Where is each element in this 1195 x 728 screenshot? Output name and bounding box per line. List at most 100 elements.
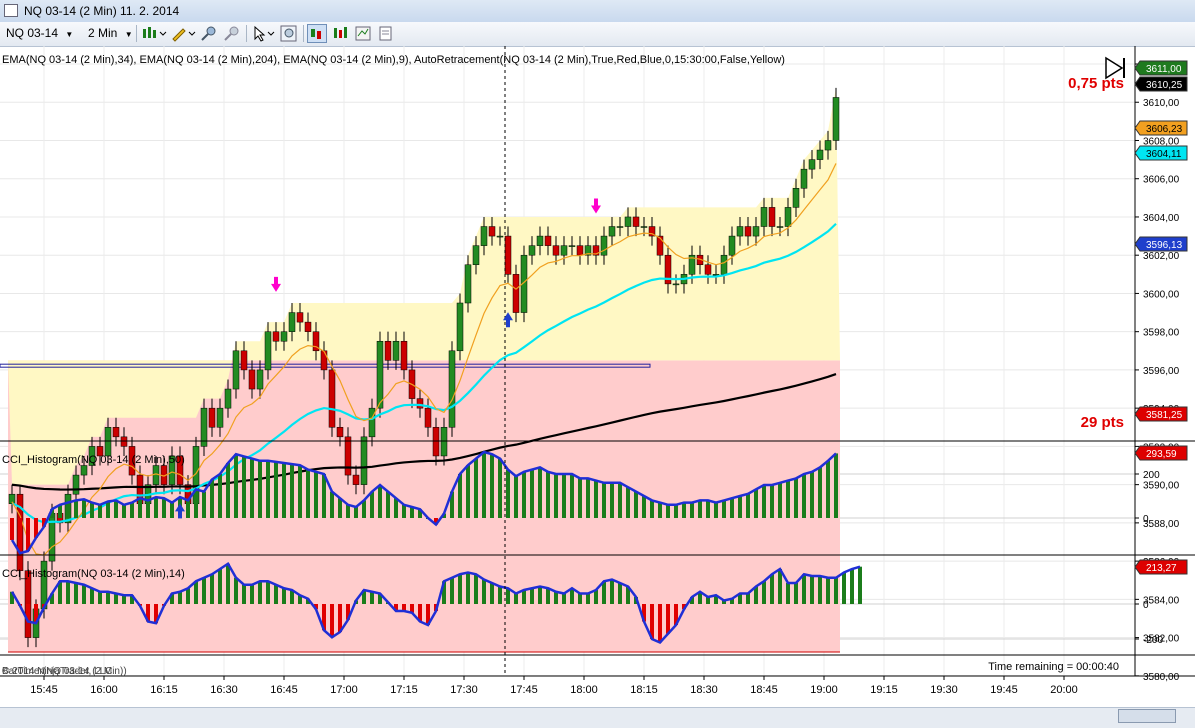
- cci50-bar: [794, 478, 798, 518]
- bar-type-button[interactable]: [141, 24, 167, 43]
- cci50-bar: [434, 518, 438, 525]
- candle-body: [176, 455, 184, 485]
- cci50-bar: [682, 502, 686, 518]
- cci50-bar: [322, 474, 326, 518]
- candle-body: [232, 350, 240, 390]
- cci14-bar: [842, 572, 846, 604]
- cci14-bar: [330, 604, 334, 638]
- x-tick-label: 19:00: [810, 684, 838, 696]
- cci50-bar: [394, 498, 398, 518]
- candle-body: [424, 407, 432, 428]
- zoom-out-button[interactable]: [222, 24, 242, 43]
- cci50-bar: [602, 482, 606, 518]
- cci50-bar: [34, 518, 38, 538]
- cci14-bar: [594, 590, 598, 604]
- indicators-button[interactable]: [331, 24, 351, 43]
- ema-34-line: [11, 222, 837, 524]
- cci14-bar: [226, 563, 230, 604]
- ema-204-line: [11, 373, 837, 491]
- cci14-bar: [858, 566, 862, 604]
- properties-icon: [355, 26, 371, 41]
- candle-body: [368, 407, 376, 438]
- data-box-button[interactable]: [279, 24, 299, 43]
- cci14-bar: [106, 591, 110, 604]
- cci14-bar: [258, 581, 262, 604]
- cci50-bar: [218, 474, 222, 518]
- cci50-bar: [514, 476, 518, 518]
- window-titlebar: NQ 03-14 (2 Min) 11. 2. 2014: [0, 0, 1195, 23]
- horizontal-scrollbar[interactable]: [1118, 709, 1176, 723]
- candle-body: [480, 226, 488, 246]
- cci50-bar: [114, 500, 118, 518]
- cci14-bar: [306, 598, 310, 604]
- cci14-bar: [722, 600, 726, 604]
- candle-body: [776, 226, 784, 228]
- cci14-bar: [74, 583, 78, 604]
- candle-body: [576, 245, 584, 256]
- zoom-in-button[interactable]: [199, 24, 219, 43]
- candle-body: [688, 254, 696, 275]
- range-bottom-label: 29 pts: [1081, 414, 1124, 431]
- cci14-bar: [274, 584, 278, 604]
- copy-button[interactable]: [376, 24, 396, 43]
- chart-canvas[interactable]: 3612,003610,003608,003606,003604,003602,…: [0, 46, 1195, 707]
- cci14-bar: [282, 588, 286, 604]
- cci50-bar: [194, 489, 198, 518]
- copy-icon: [379, 26, 392, 41]
- cci50-bar: [122, 504, 126, 518]
- status-bar: [0, 707, 1195, 728]
- cci50-bar: [578, 478, 582, 518]
- cci14-bar: [410, 604, 414, 613]
- cci50-bar: [786, 480, 790, 518]
- drawing-tool-button[interactable]: [170, 24, 196, 43]
- cci50-bar: [826, 460, 830, 518]
- cci50-bar: [626, 487, 630, 518]
- cci14-bar: [522, 590, 526, 604]
- cci14-bar: [362, 590, 366, 604]
- price-marker: [1134, 236, 1188, 252]
- cci50-bar: [82, 499, 86, 518]
- price-marker-label: 3606,23: [1146, 124, 1183, 135]
- indicators-icon: [334, 27, 347, 38]
- instrument-label: NQ 03-14: [6, 26, 59, 40]
- cci50-bar: [754, 489, 758, 518]
- cci50-bar: [18, 518, 22, 554]
- cci-histogram-50-bars: [10, 450, 838, 555]
- pencil-icon: [172, 28, 196, 42]
- cci14-bar: [658, 604, 662, 643]
- cci50-bar: [162, 498, 166, 518]
- cci50-panel-title: CCI_Histogram(NQ 03-14 (2 Min),50): [2, 454, 185, 466]
- cci14-bar: [554, 591, 558, 604]
- interval-dropdown[interactable]: 2 Min ▼: [88, 24, 133, 43]
- candle-body: [784, 207, 792, 227]
- cci14-bar: [178, 591, 182, 604]
- cci14-bar: [170, 593, 174, 604]
- chevron-down-icon: ▼: [65, 30, 74, 39]
- cursor-button[interactable]: [251, 24, 275, 43]
- candle-body: [336, 427, 344, 438]
- cci14-bar: [322, 604, 326, 631]
- y-tick-label: 3600,00: [1143, 289, 1180, 300]
- properties-button[interactable]: [353, 24, 373, 43]
- toolbar-separator: [303, 25, 304, 42]
- cci14-bar: [666, 604, 670, 634]
- cci14-bar: [378, 593, 382, 604]
- cci50-bar: [90, 502, 94, 518]
- cci50-bar: [642, 496, 646, 518]
- candle-body: [584, 245, 592, 256]
- x-tick-label: 16:45: [270, 684, 298, 696]
- instrument-dropdown[interactable]: NQ 03-14 ▼: [6, 24, 73, 43]
- cci50-bar: [834, 453, 838, 518]
- candle-body: [528, 245, 536, 256]
- price-marker: [1134, 60, 1188, 76]
- cci14-bar: [314, 604, 318, 610]
- strategy-button[interactable]: [307, 24, 327, 43]
- x-tick-label: 17:45: [510, 684, 538, 696]
- playback-end-icon[interactable]: [1105, 56, 1125, 80]
- toolbar-separator: [246, 25, 247, 42]
- cci50-tick-label: 0: [1143, 514, 1149, 525]
- cci14-bar: [346, 604, 350, 620]
- cci14-bar: [698, 591, 702, 604]
- price-marker: [1134, 406, 1188, 422]
- candle-body: [352, 474, 360, 485]
